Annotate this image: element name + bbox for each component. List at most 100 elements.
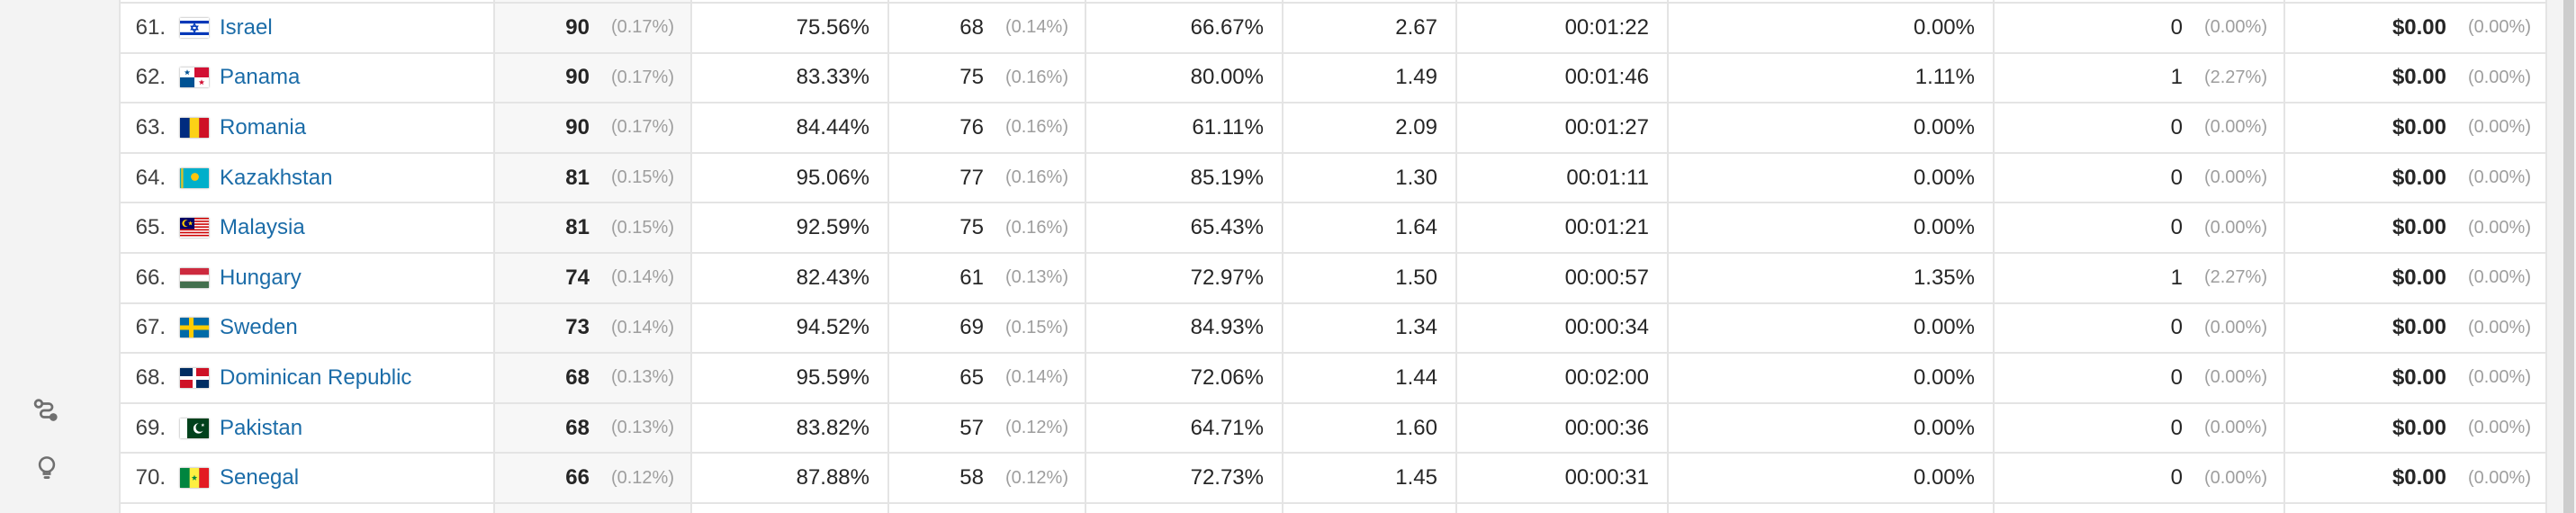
new-users-cell-value: 75 xyxy=(959,65,984,90)
new-users-cell-share: (0.16%) xyxy=(1004,67,1068,87)
new-users-cell: 61 (0.13%) xyxy=(887,254,1085,302)
country-flag-icon xyxy=(180,68,209,88)
table-row: 68. Dominican Republic 68 (0.13%) 95.59% 65 (0… xyxy=(119,354,2547,404)
goal-value-cell-share: (0.00%) xyxy=(2467,117,2531,138)
avg-session-duration-cell-value: 00:00:34 xyxy=(1564,315,1649,340)
goal-completions-cell: 0 (0.00%) xyxy=(1993,4,2283,52)
conversion-rate-cell: 0.00% xyxy=(1667,304,1993,353)
country-link[interactable]: Senegal xyxy=(220,465,300,490)
attribution-route-icon[interactable] xyxy=(32,396,61,425)
goal-value-cell: $0.00 (0.00%) xyxy=(2283,404,2547,453)
users-cell-value: 73 xyxy=(565,315,590,340)
avg-session-duration-cell-value: 00:00:36 xyxy=(1564,415,1649,440)
country-link[interactable]: Sweden xyxy=(220,315,298,340)
users-cell-value: 90 xyxy=(565,114,590,140)
new-sessions-pct-cell-value: 75.56% xyxy=(796,14,869,40)
country-link[interactable]: Kazakhstan xyxy=(220,165,333,190)
goal-completions-cell-value: 1 xyxy=(2170,265,2183,290)
country-cell: 69. Pakistan xyxy=(119,404,493,453)
avg-session-duration-cell-value: 00:00:57 xyxy=(1564,265,1649,290)
new-users-cell: 57 (0.12%) xyxy=(887,404,1085,453)
lightbulb-icon[interactable] xyxy=(32,454,61,482)
users-cell-share: (0.17%) xyxy=(610,117,674,138)
country-cell: 66. Hungary xyxy=(119,254,493,302)
table-row: 64. Kazakhstan 81 (0.15%) 95.06% 77 (0.16%) 85.… xyxy=(119,154,2547,204)
goal-value-cell-share: (0.00%) xyxy=(2467,467,2531,488)
users-cell: 90 (0.17%) xyxy=(493,104,690,152)
new-sessions-pct-cell-value: 95.59% xyxy=(796,364,869,390)
bounce-rate-cell: 72.06% xyxy=(1085,354,1282,402)
row-rank: 68. xyxy=(135,364,166,390)
bounce-rate-cell-value: 72.73% xyxy=(1190,465,1264,490)
country-link[interactable]: Israel xyxy=(220,14,273,40)
users-cell-share: (0.17%) xyxy=(610,17,674,38)
conversion-rate-cell: 0.00% xyxy=(1667,203,1993,252)
new-users-cell-share: (0.14%) xyxy=(1004,367,1068,388)
bounce-rate-cell-value: 80.00% xyxy=(1190,65,1264,90)
new-sessions-pct-cell-value: 87.88% xyxy=(796,465,869,490)
country-link[interactable]: Pakistan xyxy=(220,415,303,440)
pages-per-session-cell-value: 1.34 xyxy=(1395,315,1437,340)
users-cell-value: 81 xyxy=(565,215,590,240)
avg-session-duration-cell: 00:00:57 xyxy=(1455,254,1667,302)
pages-per-session-cell: 1.34 xyxy=(1282,304,1455,353)
new-sessions-pct-cell-value: 83.82% xyxy=(796,415,869,440)
new-sessions-pct-cell-value: 95.06% xyxy=(796,165,869,190)
users-cell: 66 (0.12%) xyxy=(493,454,690,502)
pages-per-session-cell-value: 1.64 xyxy=(1395,215,1437,240)
avg-session-duration-cell: 00:00:36 xyxy=(1455,404,1667,453)
conversion-rate-cell: 0.00% xyxy=(1667,404,1993,453)
users-cell-share: (0.14%) xyxy=(610,317,674,338)
table-row: 65. Malaysia 81 (0.15%) 92.59% 75 (0.16%) 65.43… xyxy=(119,203,2547,254)
bounce-rate-cell-value: 66.67% xyxy=(1190,14,1264,40)
goal-value-cell: $0.00 (0.00%) xyxy=(2283,354,2547,402)
new-sessions-pct-cell: 94.52% xyxy=(690,304,887,353)
table-row: 70. Senegal 66 (0.12%) 87.88% 58 (0.12%) 72.73%… xyxy=(119,454,2547,504)
scrollbar-thumb[interactable] xyxy=(2563,0,2574,513)
new-users-cell: 76 (0.16%) xyxy=(887,104,1085,152)
users-cell-share: (0.14%) xyxy=(610,267,674,288)
goal-value-cell-share: (0.00%) xyxy=(2467,17,2531,38)
country-link[interactable]: Romania xyxy=(220,114,307,140)
pages-per-session-cell-value: 1.30 xyxy=(1395,165,1437,190)
country-link[interactable]: Malaysia xyxy=(220,215,305,240)
table-row: 63. Romania 90 (0.17%) 84.44% 76 (0.16%) 61.11%… xyxy=(119,104,2547,154)
avg-session-duration-cell-value: 00:01:46 xyxy=(1564,65,1649,90)
new-sessions-pct-cell: 83.33% xyxy=(690,54,887,103)
new-sessions-pct-cell-value: 84.44% xyxy=(796,114,869,140)
country-link[interactable]: Dominican Republic xyxy=(220,364,412,390)
country-link[interactable]: Hungary xyxy=(220,265,302,290)
goal-completions-cell-value: 0 xyxy=(2170,465,2183,490)
goal-completions-cell-share: (0.00%) xyxy=(2203,418,2267,438)
new-users-cell-share: (0.15%) xyxy=(1004,317,1068,338)
pages-per-session-cell: 1.50 xyxy=(1282,254,1455,302)
pages-per-session-cell: 1.64 xyxy=(1282,203,1455,252)
row-rank: 70. xyxy=(135,465,166,490)
pages-per-session-cell-value: 1.50 xyxy=(1395,265,1437,290)
new-users-cell-value: 65 xyxy=(959,364,984,390)
goal-completions-cell: 0 (0.00%) xyxy=(1993,454,2283,502)
bounce-rate-cell: 80.00% xyxy=(1085,54,1282,103)
goal-completions-cell-share: (2.27%) xyxy=(2203,267,2267,288)
users-cell-value: 81 xyxy=(565,165,590,190)
country-flag-icon xyxy=(180,17,209,38)
bounce-rate-cell-value: 84.93% xyxy=(1190,315,1264,340)
goal-value-cell-value: $0.00 xyxy=(2391,114,2446,140)
users-cell: 68 (0.13%) xyxy=(493,354,690,402)
country-flag-icon xyxy=(180,267,209,288)
bounce-rate-cell: 72.73% xyxy=(1085,454,1282,502)
country-link[interactable]: Panama xyxy=(220,65,301,90)
row-rank: 67. xyxy=(135,315,166,340)
sorted-users-column-shade xyxy=(493,0,690,513)
conversion-rate-cell: 0.00% xyxy=(1667,454,1993,502)
goal-completions-cell-share: (0.00%) xyxy=(2203,367,2267,388)
goal-completions-cell-share: (0.00%) xyxy=(2203,167,2267,188)
column-border xyxy=(2283,0,2285,513)
goal-completions-cell-share: (0.00%) xyxy=(2203,117,2267,138)
new-users-cell-share: (0.13%) xyxy=(1004,267,1068,288)
table-row: 69. Pakistan 68 (0.13%) 83.82% 57 (0.12%) 64.71… xyxy=(119,404,2547,454)
goal-completions-cell-value: 0 xyxy=(2170,415,2183,440)
country-cell: 62. Panama xyxy=(119,54,493,103)
pages-per-session-cell: 2.09 xyxy=(1282,104,1455,152)
